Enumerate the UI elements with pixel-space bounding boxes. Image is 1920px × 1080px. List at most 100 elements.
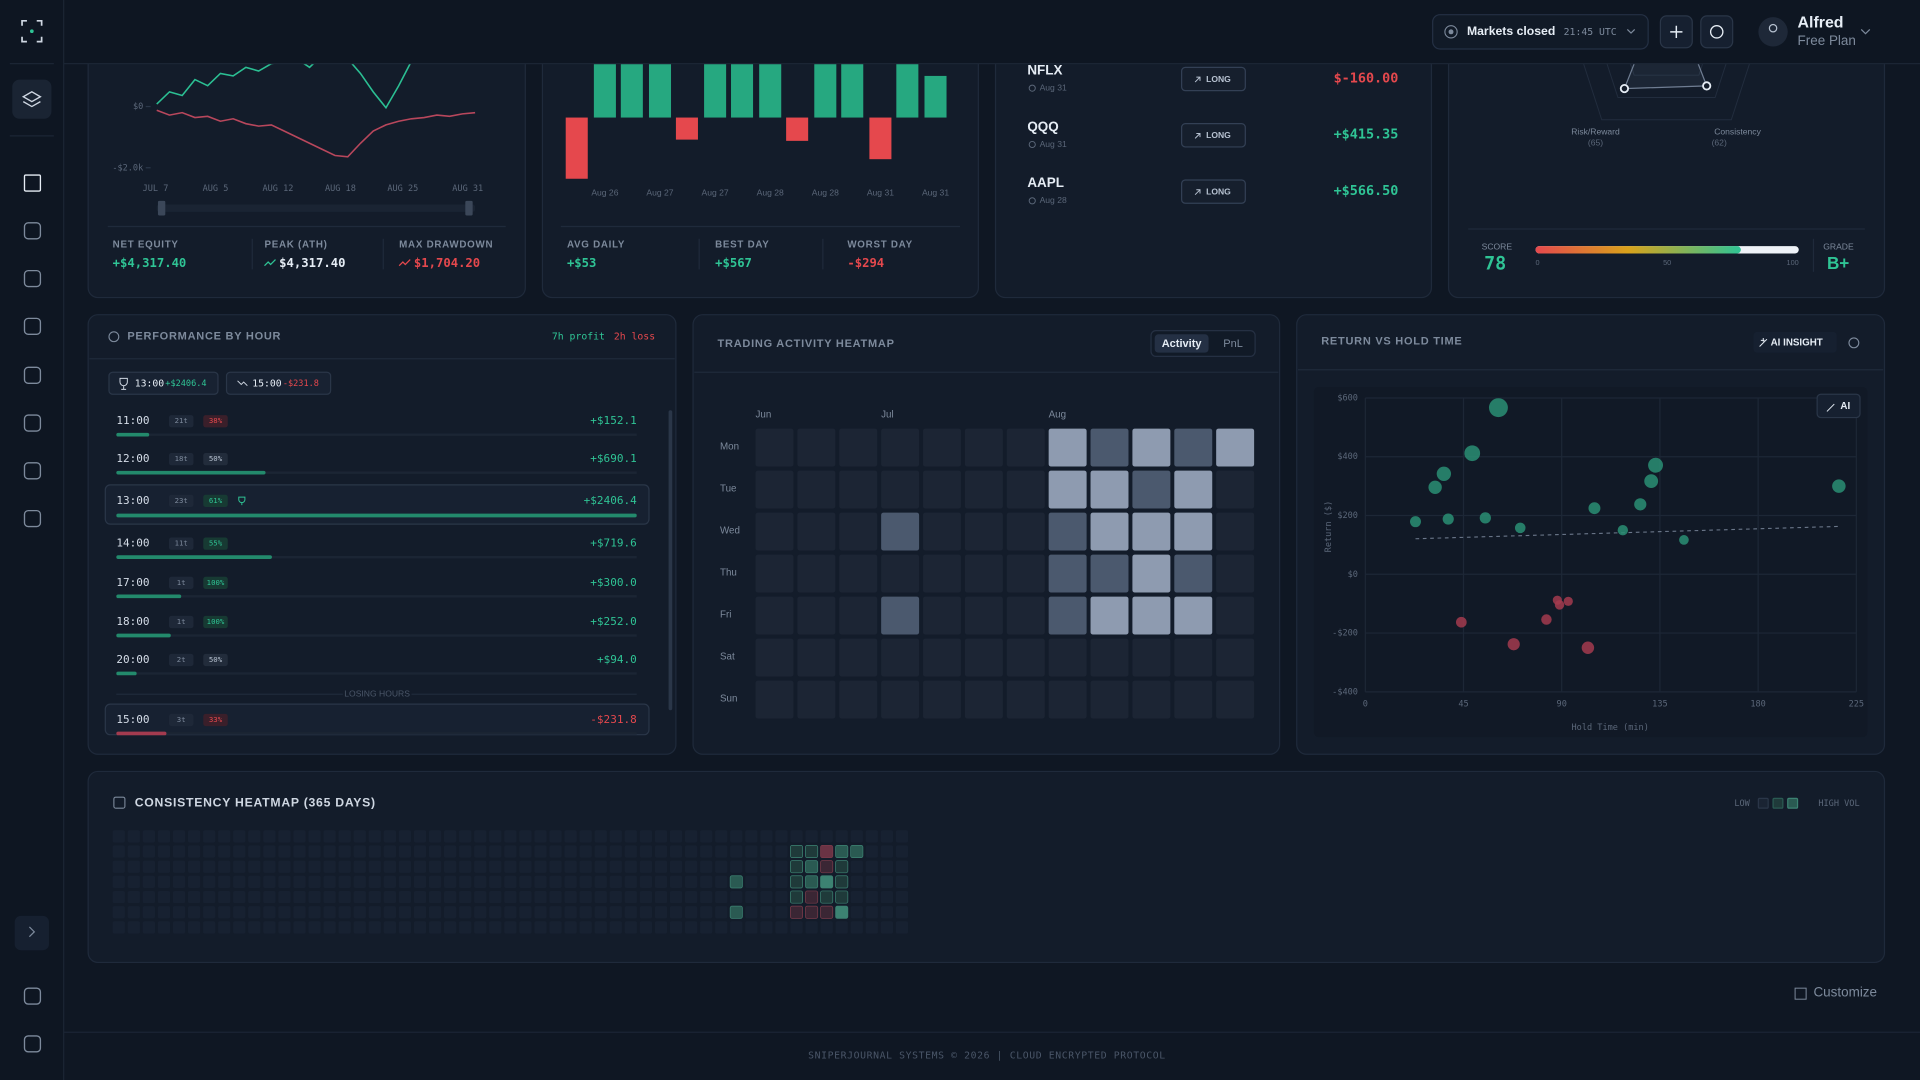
ai-button[interactable]	[1753, 331, 1837, 353]
best-chip	[108, 371, 219, 395]
bar-track	[116, 634, 637, 637]
day-cell-empty	[624, 921, 637, 934]
panel-title: CONSISTENCY HEATMAP (365 DAYS)	[135, 795, 376, 809]
tab-active[interactable]	[1154, 334, 1209, 353]
scatter-point	[1488, 398, 1508, 418]
y-tick-label: $0	[133, 102, 143, 112]
scatter-point	[1479, 512, 1491, 524]
day-cell-empty	[112, 845, 125, 858]
market-pill[interactable]	[1432, 14, 1649, 50]
win-rate: 33%	[209, 715, 223, 724]
day-cell-empty	[504, 830, 517, 843]
day-cell-empty	[850, 890, 863, 904]
day-cell-empty	[835, 921, 848, 934]
side-label: LONG	[1206, 187, 1231, 197]
day-cell-empty	[895, 906, 909, 919]
nav-icon[interactable]	[23, 414, 42, 432]
day-cell-empty	[218, 860, 231, 873]
winrate-badge	[203, 494, 228, 507]
user-name: Alfred	[1798, 14, 1844, 31]
refresh-button[interactable]	[1700, 15, 1734, 49]
expand-button[interactable]	[14, 915, 49, 951]
radar-ring	[1587, 0, 1746, 98]
day-cell-empty	[203, 860, 216, 873]
day-cell-empty	[684, 890, 698, 904]
day-cell-empty	[489, 890, 502, 904]
day-cell-empty	[383, 830, 396, 843]
day-cell-empty	[504, 921, 517, 934]
day-cell-empty	[519, 875, 532, 888]
heat-cell	[1048, 680, 1087, 719]
heat-cell	[1216, 554, 1255, 593]
day-cell-empty	[353, 906, 366, 919]
day-cell-empty	[850, 906, 863, 919]
nav-icon[interactable]	[23, 269, 42, 288]
day-cell-empty	[549, 860, 562, 873]
day-cell-empty	[368, 906, 381, 919]
day-cell-empty	[684, 921, 698, 934]
day-cell-empty	[293, 890, 306, 904]
day-cell-empty	[338, 890, 351, 904]
day-cell-empty	[459, 860, 472, 873]
nav-icon[interactable]	[23, 462, 42, 480]
day-cell-empty	[805, 921, 818, 934]
day-cell-empty	[383, 845, 396, 858]
range-handle[interactable]	[157, 200, 166, 216]
day-cell-empty	[293, 830, 306, 843]
day-cell-empty	[669, 860, 683, 873]
day-cell-empty	[398, 890, 412, 904]
day-cell-empty	[172, 875, 186, 888]
chevron[interactable]	[1860, 28, 1871, 35]
nav-icon[interactable]	[23, 222, 42, 240]
radar-ring	[1562, 0, 1771, 121]
day-cell-empty	[459, 830, 472, 843]
scrollbar[interactable]	[668, 410, 673, 711]
ai-badge[interactable]	[1816, 393, 1861, 419]
day-cell-empty	[444, 845, 457, 858]
day-cell-empty	[157, 906, 171, 919]
radar-label: Risk/Reward	[1571, 127, 1620, 137]
clock-icon	[1028, 197, 1036, 205]
day-cell-empty	[263, 845, 276, 858]
nav-active-bg[interactable]	[12, 79, 52, 119]
day-cell-empty	[880, 860, 894, 873]
nav-icon[interactable]	[23, 1035, 42, 1053]
day-cell	[820, 905, 834, 919]
day-cell-empty	[263, 890, 276, 904]
customize-button[interactable]: Customize	[1813, 985, 1877, 1000]
trade-date: Aug 28	[1040, 195, 1067, 205]
day-cell-empty	[474, 921, 487, 934]
trade-symbol: QQQ	[1027, 119, 1058, 134]
stat-label: BEST DAY	[715, 239, 769, 250]
day-cell-empty	[308, 845, 321, 858]
score-label: SCORE	[1482, 242, 1513, 252]
day-cell-empty	[745, 890, 758, 904]
refresh-icon[interactable]	[1848, 337, 1860, 349]
x-tick-label: AUG 18	[325, 184, 356, 194]
day-cell-empty	[715, 875, 728, 888]
day-cell-empty	[564, 860, 577, 873]
day-cell-empty	[187, 830, 201, 843]
day-cell-empty	[459, 845, 472, 858]
day-cell-empty	[715, 845, 728, 858]
day-cell-empty	[413, 890, 427, 904]
day-cell-empty	[654, 921, 668, 934]
heat-cell	[964, 680, 1003, 719]
day-cell	[835, 860, 849, 874]
radar-point	[1619, 83, 1630, 94]
legend-swatch	[1757, 797, 1769, 809]
day-cell-empty	[459, 906, 472, 919]
logo-dot	[30, 29, 34, 34]
day-cell-empty	[775, 830, 788, 843]
nav-icon[interactable]	[23, 366, 42, 384]
nav-icon[interactable]	[23, 174, 42, 192]
day-cell-empty	[383, 921, 396, 934]
nav-icon[interactable]	[23, 317, 42, 335]
nav-icon[interactable]	[23, 987, 42, 1005]
scatter-point	[1634, 498, 1647, 511]
trades-count: 2t	[177, 655, 186, 664]
nav-icon[interactable]	[23, 509, 42, 528]
day-cell-empty	[308, 860, 321, 873]
day-cell-empty	[579, 906, 592, 919]
range-handle[interactable]	[465, 200, 473, 216]
